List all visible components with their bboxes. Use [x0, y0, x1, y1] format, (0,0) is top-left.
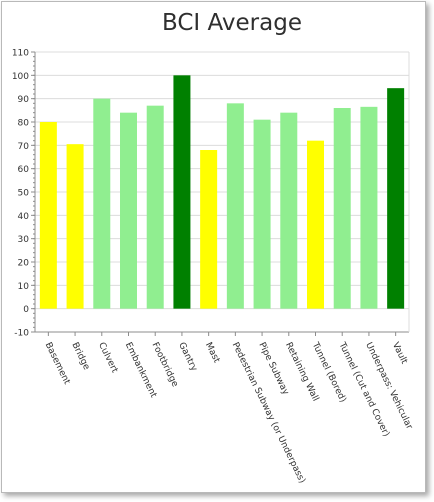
bar — [280, 112, 298, 309]
y-tick-label: 80 — [18, 119, 30, 129]
bar — [200, 150, 218, 309]
x-tick-label: Footbridge — [150, 341, 180, 389]
bar — [39, 122, 57, 309]
x-tick-label: Tunnel (Cut and Cover) — [336, 340, 391, 438]
x-tick-label: Basement — [43, 341, 72, 387]
bar — [253, 119, 271, 309]
bar — [387, 88, 405, 309]
y-tick-label: 30 — [18, 235, 30, 245]
bar — [226, 103, 244, 309]
bar — [66, 144, 84, 309]
x-tick-label: Mast — [203, 341, 222, 365]
bar — [93, 98, 111, 309]
y-tick-label: 20 — [18, 259, 30, 269]
x-tick-label: Bridge — [69, 341, 91, 372]
y-tick-label: 40 — [18, 212, 30, 222]
x-tick-label: Vault — [390, 341, 409, 366]
x-tick-label: Culvert — [96, 341, 119, 375]
y-tick-label: 0 — [23, 305, 29, 315]
y-tick-label: -10 — [14, 329, 29, 339]
bar — [146, 105, 164, 309]
bar — [360, 106, 378, 309]
y-tick-label: 60 — [18, 165, 30, 175]
y-tick-label: 100 — [12, 72, 29, 82]
y-tick-label: 10 — [18, 282, 30, 292]
bar — [307, 140, 324, 309]
bar-chart: -10 0 10 20 30 40 50 60 70 80 90 100 110 BasementBrid… — [12, 49, 414, 486]
y-tick-label: 110 — [12, 49, 29, 59]
chart-frame: BCI Average -10 0 10 20 30 40 50 60 70 80 90 100 110… — [1, 1, 426, 493]
bar — [173, 75, 191, 309]
bar — [333, 108, 351, 309]
y-tick-label: 70 — [18, 142, 30, 152]
x-tick-label: Gantry — [176, 341, 199, 374]
bar — [120, 112, 137, 309]
y-tick-label: 90 — [18, 95, 30, 105]
y-tick-label: 50 — [18, 189, 30, 199]
chart-title: BCI Average — [162, 10, 302, 36]
